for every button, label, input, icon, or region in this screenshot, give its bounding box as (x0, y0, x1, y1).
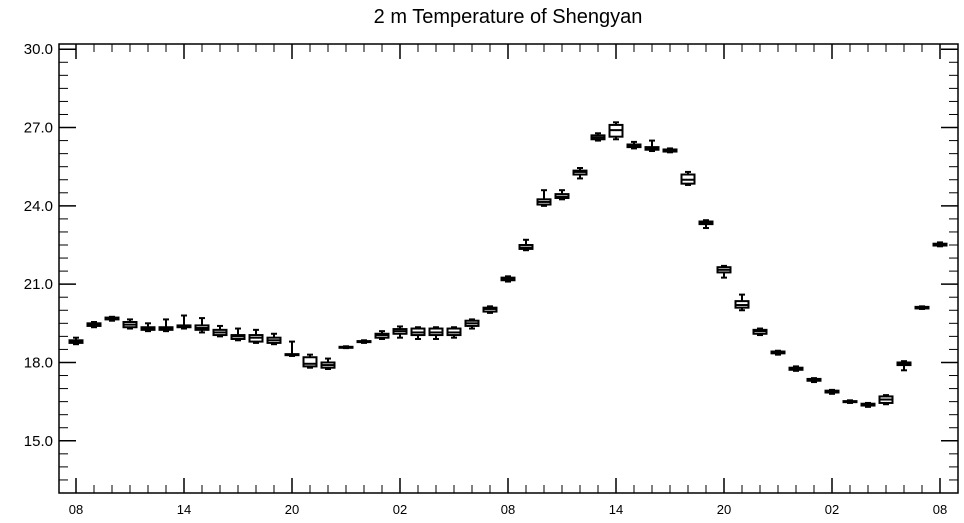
y-axis: 15.0 18.0 21.0 24.0 27.0 30.0 (24, 41, 958, 494)
box-plot (482, 305, 498, 314)
box-plot (500, 275, 516, 283)
box-plot (86, 321, 102, 329)
box-plot (878, 394, 894, 406)
box-plot (446, 326, 462, 339)
box-plot (770, 349, 786, 356)
y-tick-label: 27.0 (24, 120, 53, 137)
x-tick-label: 08 (933, 502, 947, 517)
y-tick-label: 15.0 (24, 433, 53, 450)
box-plot (932, 241, 948, 248)
box-plot (104, 315, 120, 322)
box-plot (734, 293, 750, 312)
box-plot (158, 318, 174, 333)
x-tick-label: 08 (501, 502, 515, 517)
box-plot (140, 322, 156, 333)
box-plot (662, 147, 678, 154)
box-plot (842, 399, 858, 404)
box-plot (410, 326, 426, 340)
box-plot (374, 330, 390, 340)
x-axis: 08 14 20 02 08 14 20 02 08 (69, 44, 947, 517)
box-plot (716, 264, 732, 279)
box-plot (860, 401, 876, 408)
box-plot (608, 121, 624, 141)
x-tick-label: 20 (717, 502, 731, 517)
box-plot (284, 340, 300, 357)
y-tick-label: 18.0 (24, 354, 53, 371)
box-plot (356, 339, 372, 344)
box-plot (230, 327, 246, 342)
x-tick-label: 14 (609, 502, 623, 517)
box-plot (806, 377, 822, 384)
box-plot (68, 336, 84, 346)
chart-title: 2 m Temperature of Shengyan (374, 6, 643, 28)
box-plot (338, 345, 354, 350)
box-plot (194, 317, 210, 334)
box-plot (752, 327, 768, 337)
x-tick-label: 20 (285, 502, 299, 517)
box-plot (896, 360, 912, 372)
box-plot (266, 332, 282, 346)
box-plot (590, 132, 606, 142)
box-plot (572, 166, 588, 180)
box-plot (212, 324, 228, 338)
box-plot (518, 238, 534, 252)
box-plot (554, 189, 570, 201)
y-tick-label: 21.0 (24, 276, 53, 293)
box-plot (536, 189, 552, 207)
box-body (302, 356, 318, 368)
box-plot (464, 318, 480, 330)
box-plot (392, 325, 408, 339)
box-plot (680, 170, 696, 186)
y-tick-label: 30.0 (24, 41, 53, 58)
box-plot (626, 140, 642, 150)
box-plot (122, 318, 138, 330)
x-tick-label: 02 (825, 502, 839, 517)
box-plot (428, 326, 444, 340)
box-series (68, 121, 948, 408)
x-tick-label: 14 (177, 502, 191, 517)
box-plot (176, 314, 192, 330)
box-plot (914, 305, 930, 310)
box-plot (788, 365, 804, 372)
box-plot (644, 139, 660, 153)
box-plot (320, 357, 336, 371)
x-tick-label: 02 (393, 502, 407, 517)
box-plot (698, 219, 714, 230)
box-plot (824, 388, 840, 395)
box-plot (302, 353, 318, 369)
box-plot (248, 328, 264, 344)
x-tick-label: 08 (69, 502, 83, 517)
plot-frame (58, 43, 959, 494)
y-tick-label: 24.0 (24, 198, 53, 215)
